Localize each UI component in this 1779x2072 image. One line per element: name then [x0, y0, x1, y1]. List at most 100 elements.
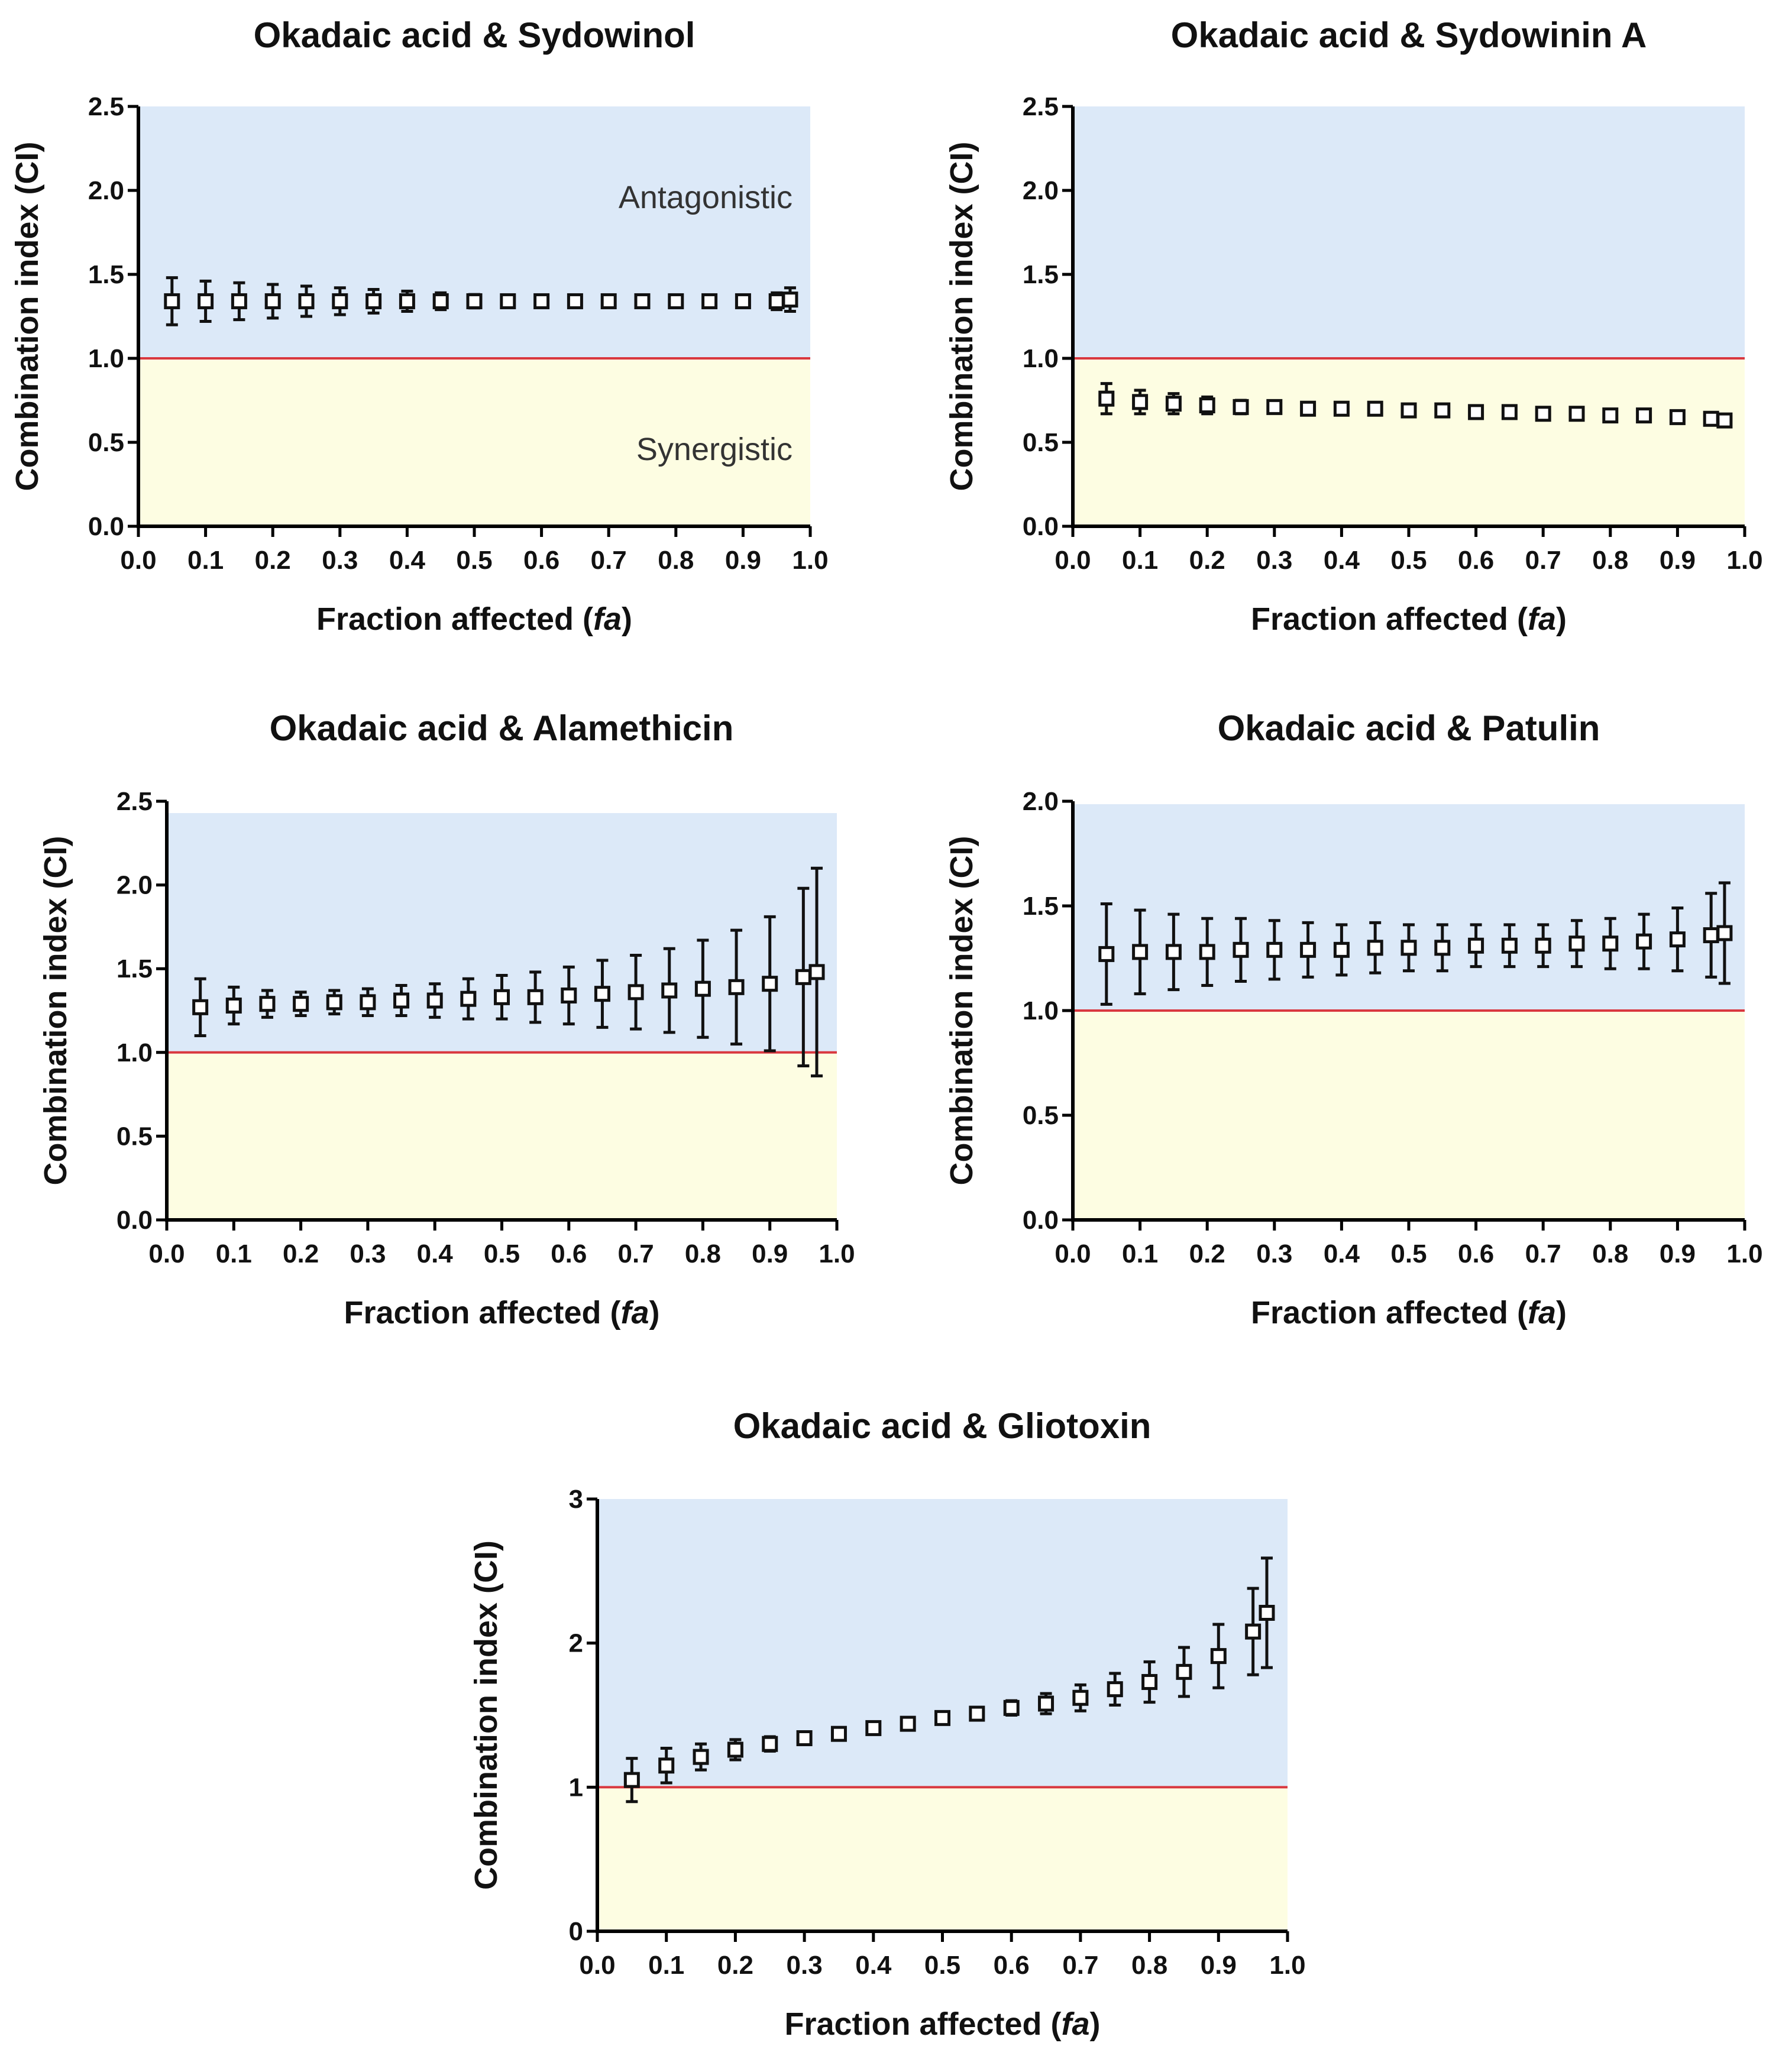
data-point — [1367, 400, 1383, 417]
synergistic-region — [1073, 358, 1745, 526]
y-axis-label: Combination index (CI) — [944, 836, 979, 1186]
y-tick-label: 1.5 — [117, 954, 153, 983]
chart-title: Okadaic acid & Alamethicin — [270, 708, 734, 748]
x-tick-label: 0.8 — [658, 546, 694, 575]
synergistic-region — [167, 1052, 837, 1220]
y-tick-label: 0.0 — [88, 512, 124, 541]
data-point — [1141, 1673, 1158, 1690]
x-tick-label: 0.3 — [322, 546, 358, 575]
x-axis-label-italic: fa — [621, 1295, 649, 1330]
data-point — [1669, 409, 1686, 425]
data-point — [1245, 1623, 1262, 1640]
data-point — [432, 293, 449, 309]
x-tick-label: 0.6 — [1458, 1239, 1494, 1268]
x-tick-label: 0.0 — [148, 1239, 185, 1268]
x-tick-label: 0.9 — [1201, 1951, 1237, 1980]
data-point — [1165, 396, 1182, 412]
synergistic-region — [1073, 1011, 1745, 1220]
y-axis-label: Combination index (CI) — [9, 142, 45, 491]
x-axis-label: Fraction affected (fa) — [784, 2006, 1100, 2042]
y-tick-label: 0.0 — [117, 1206, 153, 1235]
y-tick-label: 2 — [569, 1629, 583, 1658]
y-tick-label: 1.0 — [1023, 996, 1059, 1025]
data-point — [426, 992, 443, 1009]
data-point — [694, 980, 711, 997]
data-point — [365, 293, 382, 309]
x-axis-label-italic: fa — [1062, 2006, 1090, 2042]
x-tick-label: 0.9 — [725, 546, 761, 575]
y-tick-label: 0.5 — [1023, 1101, 1059, 1130]
data-point — [561, 988, 577, 1004]
data-point — [460, 990, 477, 1007]
data-point — [1703, 410, 1719, 427]
data-point — [1003, 1699, 1020, 1716]
x-tick-label: 0.8 — [1592, 1239, 1628, 1268]
x-tick-label: 0.6 — [994, 1951, 1030, 1980]
data-point — [658, 1757, 675, 1774]
x-tick-label: 0.4 — [1324, 546, 1360, 575]
y-tick-label: 2.5 — [117, 787, 153, 816]
x-axis-label: Fraction affected (fa) — [344, 1295, 659, 1330]
data-point — [1636, 933, 1652, 950]
data-point — [1468, 404, 1484, 420]
data-point — [1165, 944, 1182, 960]
x-tick-label: 0.7 — [1525, 546, 1561, 575]
y-tick-label: 0.0 — [1023, 1206, 1059, 1235]
x-tick-label: 1.0 — [819, 1239, 855, 1268]
y-tick-label: 1.0 — [117, 1038, 153, 1067]
y-tick-label: 1.5 — [1023, 260, 1059, 289]
data-point — [1132, 394, 1149, 410]
data-point — [782, 292, 798, 308]
data-point — [1176, 1663, 1192, 1680]
data-point — [494, 989, 510, 1005]
x-tick-label: 0.5 — [924, 1951, 960, 1980]
x-axis-label-close: ) — [622, 601, 632, 637]
data-point — [865, 1720, 882, 1736]
x-axis-label: Fraction affected (fa) — [1251, 601, 1567, 637]
x-tick-label: 0.0 — [1055, 1239, 1091, 1268]
x-axis-label-close: ) — [1090, 2006, 1101, 2042]
x-axis-label-italic: fa — [593, 601, 622, 637]
data-point — [1266, 399, 1283, 415]
chart-title: Okadaic acid & Patulin — [1218, 708, 1600, 748]
y-tick-label: 2.5 — [1023, 92, 1059, 121]
data-point — [198, 293, 214, 309]
data-point — [1367, 940, 1383, 956]
data-point — [466, 293, 483, 309]
data-point — [1072, 1689, 1089, 1706]
data-point — [533, 293, 550, 309]
chart-title: Okadaic acid & Gliotoxin — [733, 1406, 1152, 1446]
x-tick-label: 0.4 — [417, 1239, 454, 1268]
data-point — [795, 969, 811, 985]
y-tick-label: 2.0 — [88, 176, 124, 205]
x-tick-label: 1.0 — [1726, 546, 1762, 575]
x-tick-label: 0.6 — [551, 1239, 587, 1268]
data-point — [192, 999, 209, 1015]
y-tick-label: 1.0 — [1023, 344, 1059, 373]
data-point — [900, 1715, 916, 1732]
data-point — [728, 979, 745, 995]
x-axis-label-close: ) — [1556, 601, 1567, 637]
chart-title: Okadaic acid & Sydowinol — [254, 15, 696, 55]
y-axis-label: Combination index (CI) — [468, 1540, 504, 1890]
x-tick-label: 0.9 — [1660, 1239, 1696, 1268]
x-tick-label: 0.2 — [255, 546, 291, 575]
x-tick-label: 0.7 — [1062, 1951, 1098, 1980]
x-tick-label: 0.6 — [523, 546, 559, 575]
data-point — [1333, 941, 1350, 958]
data-point — [693, 1749, 709, 1765]
x-axis-label-text: Fraction affected ( — [316, 601, 593, 637]
data-point — [1098, 390, 1115, 407]
data-point — [830, 1725, 847, 1742]
data-point — [1038, 1695, 1055, 1712]
x-tick-label: 0.3 — [1256, 1239, 1292, 1268]
data-point — [1636, 407, 1652, 424]
data-point — [1434, 402, 1451, 419]
y-tick-label: 1.0 — [88, 344, 124, 373]
x-tick-label: 0.5 — [456, 546, 492, 575]
data-point — [1233, 941, 1249, 958]
data-point — [225, 998, 242, 1014]
antagonistic-label: Antagonistic — [619, 180, 793, 215]
antagonistic-region — [138, 106, 810, 358]
